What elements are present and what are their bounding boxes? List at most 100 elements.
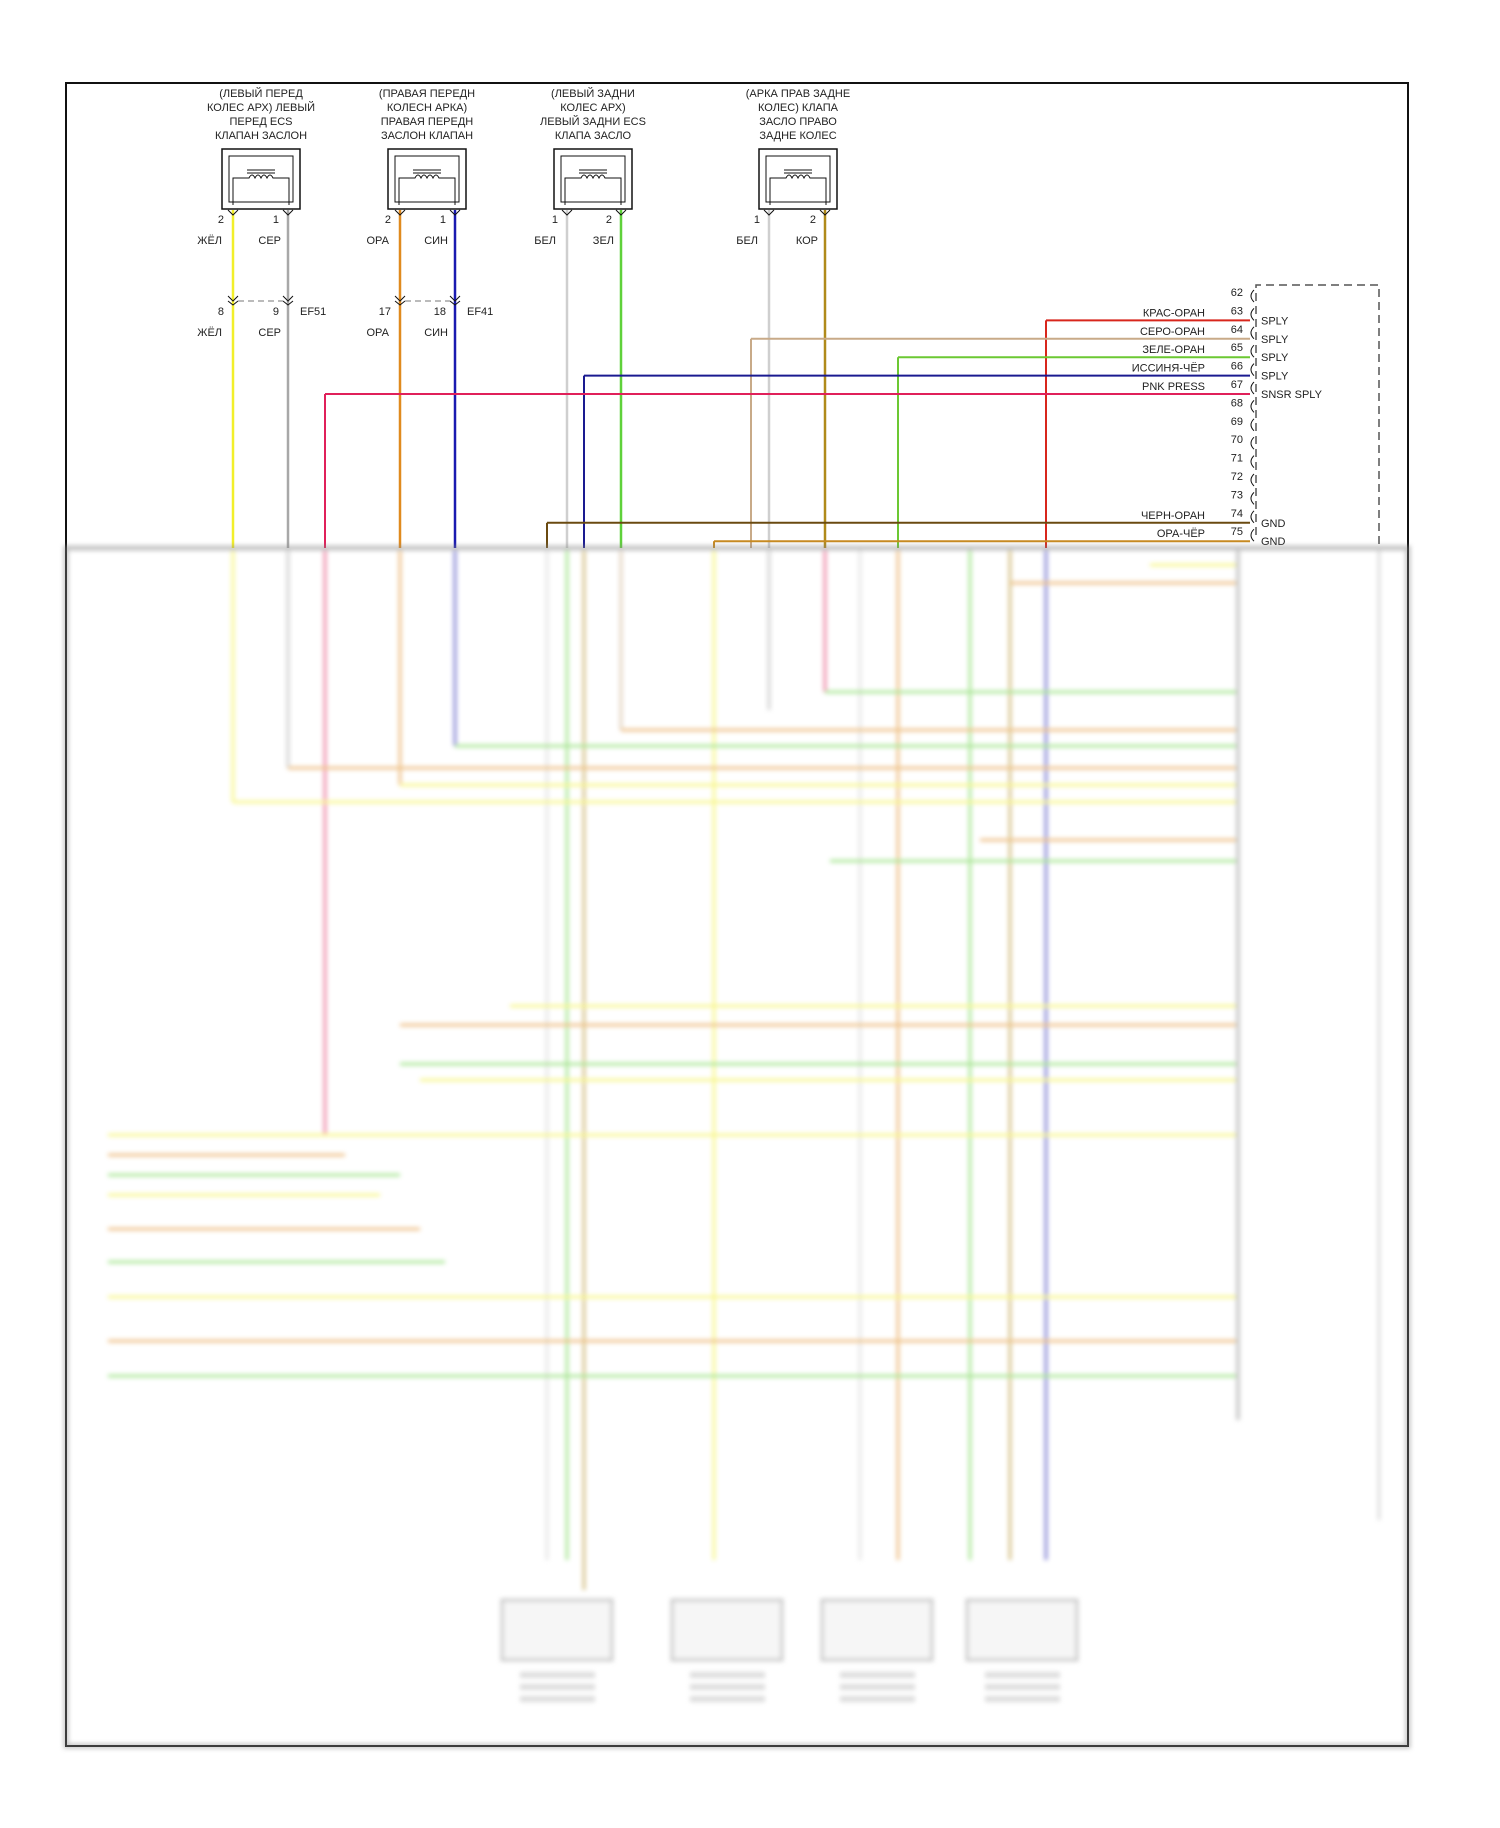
pin-socket-icon xyxy=(1250,363,1255,376)
component-title: ПРАВАЯ ПЕРЕДН xyxy=(381,116,474,128)
component-title: (ЛЕВЫЙ ЗАДНИ xyxy=(551,87,635,100)
blurred-preview-area xyxy=(63,545,1411,1749)
module-pin-67: 67 PNK PRESS SNSR SPLY xyxy=(324,379,1323,548)
solenoid-valve-3: (ЛЕВЫЙ ЗАДНИ КОЛЕС АРХ)ЛЕВЫЙ ЗАДНИ ECS КЛА… xyxy=(534,87,646,548)
blurred-label xyxy=(840,1672,915,1678)
pin-function: SPLY xyxy=(1261,315,1289,327)
module-pin-71: 71 xyxy=(1231,453,1255,468)
module-pin-69: 69 xyxy=(1231,416,1255,432)
splice-pin-number: 9 xyxy=(273,306,279,318)
pin-number: 2 xyxy=(385,214,391,226)
splice-terminal-icon xyxy=(394,295,406,306)
blurred-connector xyxy=(820,1598,934,1662)
solenoid-coil-icon xyxy=(769,174,827,205)
component-title: ЛЕВЫЙ ЗАДНИ ECS xyxy=(540,115,646,128)
pin-terminal-icon xyxy=(394,209,406,216)
solenoid-valve-4: (АРКА ПРАВ ЗАДНЕ КОЛЕС) КЛАПА ЗАСЛО ПРАВО З… xyxy=(736,88,850,548)
pin-number: 62 xyxy=(1231,287,1243,299)
blurred-label xyxy=(520,1672,595,1678)
pin-function: SPLY xyxy=(1261,352,1289,364)
component-title: ПЕРЕД ECS xyxy=(229,116,292,128)
module-pin-70: 70 xyxy=(1231,434,1255,450)
pin-number: 65 xyxy=(1231,342,1243,354)
pin-number: 71 xyxy=(1231,453,1243,465)
pin-socket-icon xyxy=(1250,510,1255,524)
wire-color-label: ИССИНЯ-ЧЁР xyxy=(1132,363,1205,375)
splice-name: EF51 xyxy=(300,306,326,318)
splice-pin-number: 8 xyxy=(218,306,224,318)
wire-color-label: СИН xyxy=(424,327,448,339)
pin-terminal-icon xyxy=(227,209,239,216)
component-title: КЛАПАН ЗАСЛОН xyxy=(215,130,307,142)
wire-color-label: ЗЕЛ xyxy=(593,235,614,247)
blurred-label xyxy=(840,1696,915,1702)
connector-inner xyxy=(394,155,460,203)
component-title: (ПРАВАЯ ПЕРЕДН xyxy=(379,88,475,100)
module-pin-65: 65 ЗЕЛЕ-ОРАН SPLY xyxy=(897,342,1289,548)
wire-color-label: КОР xyxy=(796,235,818,247)
pin-number: 72 xyxy=(1231,471,1243,483)
pin-terminal-icon xyxy=(561,209,573,216)
splice-pin-number: 18 xyxy=(434,306,446,318)
splice-pin-number: 17 xyxy=(379,306,391,318)
solenoid-coil-icon xyxy=(232,174,290,205)
blurred-frame xyxy=(63,545,1411,1749)
module-pin-63: 63 КРАС-ОРАН SPLY xyxy=(1045,305,1289,548)
component-title: ЗАСЛО ПРАВО xyxy=(759,116,837,128)
component-title: КОЛЕСН АРКА) xyxy=(387,102,467,114)
component-title: КОЛЕС АРХ) xyxy=(560,102,625,114)
pin-number: 64 xyxy=(1231,324,1243,336)
pin-number: 1 xyxy=(440,214,446,226)
pin-number: 70 xyxy=(1231,434,1243,446)
pin-socket-icon xyxy=(1250,381,1255,395)
connector-body xyxy=(221,148,301,210)
pin-function: SNSR SPLY xyxy=(1261,389,1323,401)
pin-socket-icon xyxy=(1250,418,1255,432)
solenoid-coil-icon xyxy=(564,174,622,205)
pin-socket-icon xyxy=(1250,455,1255,468)
pin-number: 2 xyxy=(218,214,224,226)
blurred-label xyxy=(690,1684,765,1690)
blurred-label xyxy=(985,1696,1060,1702)
wire-color-label: СЕР xyxy=(258,327,281,339)
component-title: КЛАПА ЗАСЛО xyxy=(555,130,632,142)
solenoid-valve-2: (ПРАВАЯ ПЕРЕДН КОЛЕСН АРКА) ПРАВАЯ ПЕРЕДН З… xyxy=(367,88,493,548)
pin-socket-icon xyxy=(1250,289,1255,303)
pin-function: GND xyxy=(1261,518,1286,530)
wire-color-label: ЧЕРН-ОРАН xyxy=(1141,510,1205,522)
splice-terminal-icon xyxy=(282,295,294,306)
pin-number: 73 xyxy=(1231,489,1243,501)
connector-inner xyxy=(560,155,626,203)
blurred-connector xyxy=(670,1598,784,1662)
pin-number: 68 xyxy=(1231,397,1243,409)
module-pin-72: 72 xyxy=(1231,471,1255,487)
pin-number: 2 xyxy=(810,214,816,226)
wire-color-label: КРАС-ОРАН xyxy=(1143,307,1205,319)
blurred-label xyxy=(690,1696,765,1702)
blurred-label xyxy=(690,1672,765,1678)
splice-name: EF41 xyxy=(467,306,493,318)
module-pin-73: 73 xyxy=(1231,489,1255,505)
module-pin-74: 74 ЧЕРН-ОРАН GND xyxy=(546,508,1286,548)
wire-color-label: ЖЁЛ xyxy=(197,327,222,339)
pin-socket-icon xyxy=(1250,326,1255,340)
wire-color-label: ЖЁЛ xyxy=(197,235,222,247)
blurred-connector xyxy=(965,1598,1079,1662)
module-pin-62: 62 xyxy=(1231,287,1255,303)
blurred-label xyxy=(520,1696,595,1702)
pin-number: 1 xyxy=(552,214,558,226)
blurred-label xyxy=(985,1684,1060,1690)
pin-socket-icon xyxy=(1250,492,1255,505)
module-pin-66: 66 ИССИНЯ-ЧЁР SPLY xyxy=(583,361,1289,548)
pin-number: 75 xyxy=(1231,526,1243,538)
pin-function: GND xyxy=(1261,536,1286,548)
splice-terminal-icon xyxy=(449,295,461,306)
component-title: (ЛЕВЫЙ ПЕРЕД xyxy=(219,87,303,100)
wire-color-label: ОРА xyxy=(367,327,390,339)
blurred-connector xyxy=(500,1598,614,1662)
blurred-label xyxy=(840,1684,915,1690)
wire-color-label: ОРА xyxy=(367,235,390,247)
connector-inner xyxy=(228,155,294,203)
